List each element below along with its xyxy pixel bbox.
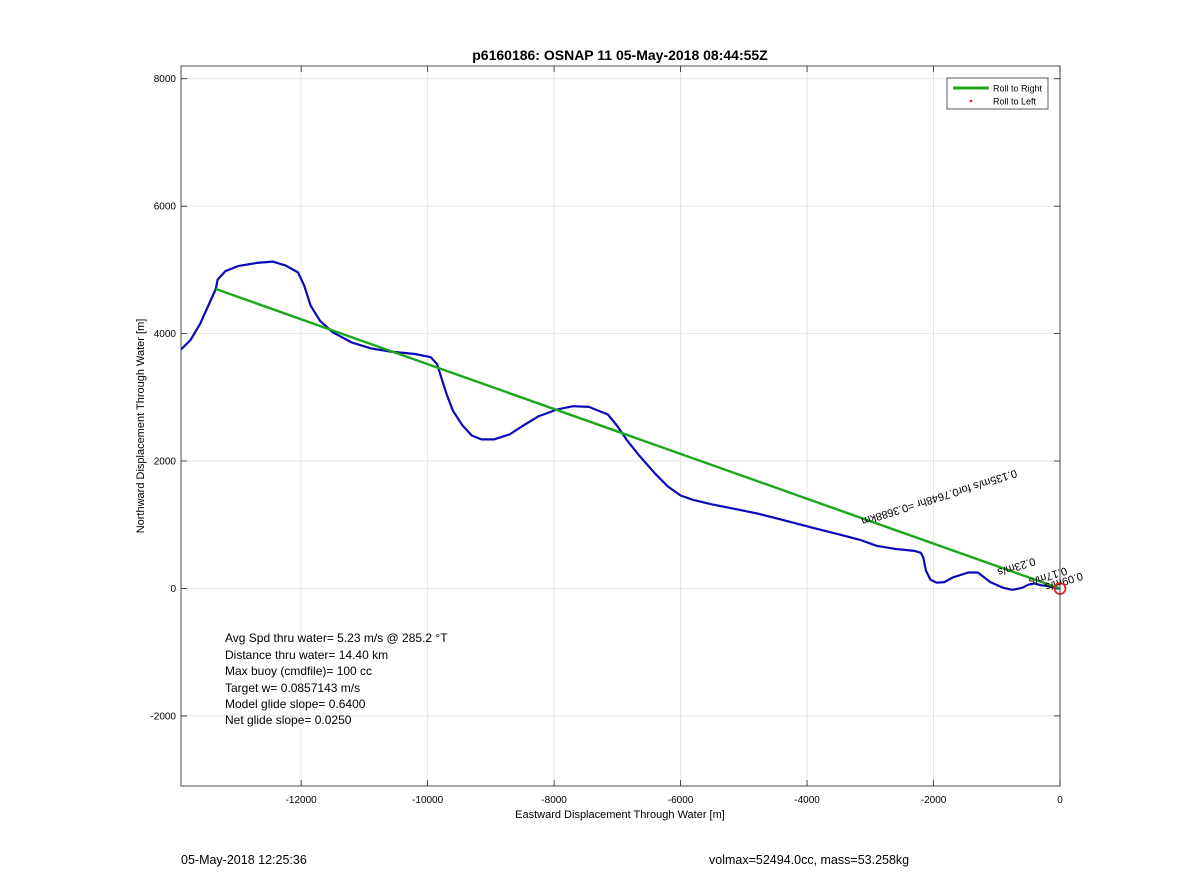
x-tick-label: -8000 <box>541 795 567 806</box>
model-glide-annotation: Model glide slope= 0.6400 <box>225 697 366 711</box>
footer-volmax-mass: volmax=52494.0cc, mass=53.258kg <box>709 853 910 867</box>
x-axis-label: Eastward Displacement Through Water [m] <box>515 809 725 821</box>
legend-roll-left-swatch <box>969 99 973 103</box>
y-tick-label: -2000 <box>150 711 176 722</box>
chart-title: p6160186: OSNAP 11 05-May-2018 08:44:55Z <box>472 47 768 63</box>
y-tick-labels: -2000 0 2000 4000 6000 8000 <box>150 74 176 722</box>
legend-roll-right-label: Roll to Right <box>993 84 1043 94</box>
y-tick-label: 8000 <box>154 74 177 85</box>
axes-background <box>181 66 1060 786</box>
x-tick-label: -2000 <box>921 795 947 806</box>
y-tick-label: 6000 <box>154 202 177 213</box>
legend: Roll to Right Roll to Left <box>946 77 1049 110</box>
x-tick-label: -10000 <box>412 795 444 806</box>
y-tick-label: 4000 <box>154 329 177 340</box>
series-group <box>181 260 1060 591</box>
net-glide-annotation: Net glide slope= 0.0250 <box>225 713 352 727</box>
y-tick-label: 2000 <box>154 457 177 468</box>
glider-track-line <box>181 260 1060 591</box>
x-tick-label: -6000 <box>668 795 694 806</box>
y-tick-label: 0 <box>170 584 176 595</box>
x-tick-label: 0 <box>1057 795 1063 806</box>
distance-annotation: Distance thru water= 14.40 km <box>225 648 388 662</box>
x-tick-label: -12000 <box>286 795 318 806</box>
target-w-annotation: Target w= 0.0857143 m/s <box>225 681 360 695</box>
max-buoy-annotation: Max buoy (cmdfile)= 100 cc <box>225 664 372 678</box>
roll-right-line <box>215 287 1060 590</box>
x-tick-labels: -12000 -10000 -8000 -6000 -4000 -2000 0 <box>286 795 1064 806</box>
legend-roll-left-label: Roll to Left <box>993 97 1037 107</box>
x-tick-label: -4000 <box>794 795 820 806</box>
avg-speed-annotation: Avg Spd thru water= 5.23 m/s @ 285.2 °T <box>225 631 448 645</box>
grid-lines <box>181 66 1061 786</box>
axes-frame <box>180 65 1061 787</box>
legend-box <box>946 77 1049 110</box>
footer-timestamp: 05-May-2018 12:25:36 <box>181 853 307 867</box>
y-axis-label: Northward Displacement Through Water [m] <box>135 319 147 534</box>
stats-annotations: Avg Spd thru water= 5.23 m/s @ 285.2 °T … <box>225 631 448 727</box>
